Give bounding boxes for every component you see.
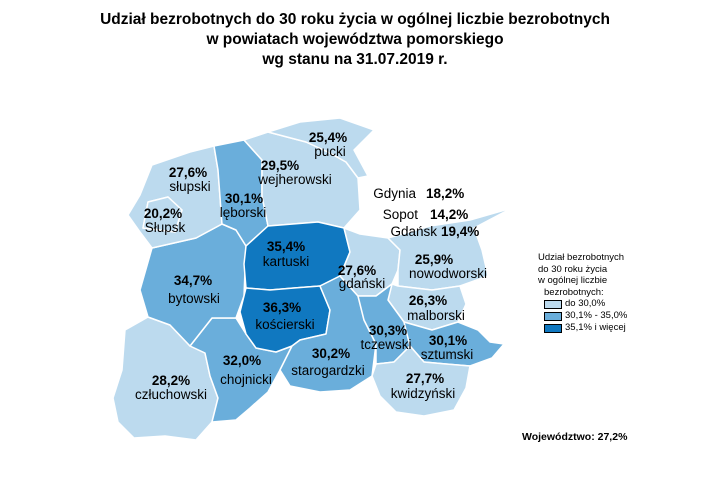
label-leborski-name: lęborski: [220, 205, 267, 220]
label-starogardzki-name: starogardzki: [291, 363, 365, 378]
legend-swatch-high: [544, 323, 562, 333]
label-czluchowski-value: 28,2%: [152, 373, 190, 388]
label-koscierski-value: 36,3%: [263, 300, 301, 315]
label-slupski-name: słupski: [169, 179, 210, 194]
legend-title-line-3: w ogólnej liczbie: [538, 275, 608, 286]
legend-label-mid: 30,1% - 35,0%: [565, 310, 628, 322]
label-starogardzki-value: 30,2%: [312, 346, 350, 361]
label-malborski-name: malborski: [407, 308, 465, 323]
label-slupski-value: 27,6%: [169, 165, 207, 180]
district-chojnicki[interactable]: [189, 317, 293, 423]
label-pucki-name: pucki: [314, 144, 346, 159]
label-bytowski-value: 34,7%: [174, 273, 212, 288]
city-labels: Gdynia 18,2% Sopot 14,2% Gdańsk 19,4%: [373, 186, 479, 239]
label-nowodworski-name: nowodworski: [409, 266, 487, 281]
label-gdanski-value: 27,6%: [338, 263, 376, 278]
label-pucki-value: 25,4%: [309, 130, 347, 145]
label-chojnicki-value: 32,0%: [223, 353, 261, 368]
label-leborski-value: 30,1%: [225, 191, 263, 206]
legend-swatch-low: [544, 299, 562, 309]
label-sztumski-value: 30,1%: [429, 333, 467, 348]
legend-title-line-2: do 30 roku życia: [538, 263, 608, 275]
legend-item-low: do 30,0%: [544, 298, 627, 310]
map-title: Udział bezrobotnych do 30 roku życia w o…: [0, 10, 710, 70]
legend-item-mid: 30,1% - 35,0%: [544, 310, 627, 322]
district-slupsk[interactable]: [142, 196, 183, 233]
label-nowodworski-value: 25,9%: [415, 252, 453, 267]
label-wejherowski-value: 29,5%: [261, 158, 299, 173]
district-nowodworski[interactable]: [387, 207, 513, 291]
title-line-1: Udział bezrobotnych do 30 roku życia w o…: [100, 11, 610, 28]
legend: Udział bezrobotnych do 30 roku życia w o…: [538, 252, 627, 334]
label-bytowski-name: bytowski: [168, 291, 220, 306]
label-wejherowski-name: wejherowski: [257, 172, 332, 187]
title-line-2: w powiatach województwa pomorskiego: [206, 31, 504, 48]
city-sopot-value: 14,2%: [430, 207, 468, 222]
legend-item-high: 35,1% i więcej: [544, 322, 627, 334]
legend-label-low: do 30,0%: [565, 298, 606, 310]
title-line-3: wg stanu na 31.07.2019 r.: [262, 51, 448, 68]
legend-label-high: 35,1% i więcej: [565, 322, 626, 334]
legend-title-line-1: Udział bezrobotnych: [538, 252, 625, 263]
label-gdanski-name: gdański: [339, 276, 386, 291]
label-tczewski-name: tczewski: [360, 337, 411, 352]
legend-title-line-4: bezrobotnych:: [544, 286, 604, 298]
label-slupsk-name: Słupsk: [145, 220, 186, 235]
city-gdynia-name: Gdynia: [373, 186, 416, 201]
legend-swatch-mid: [544, 311, 562, 321]
city-gdynia-value: 18,2%: [426, 186, 464, 201]
district-kwidzynski[interactable]: [371, 345, 471, 417]
label-koscierski-name: kościerski: [255, 317, 314, 332]
label-slupsk-value: 20,2%: [144, 206, 182, 221]
label-kwidzynski-name: kwidzyński: [391, 386, 456, 401]
label-malborski-value: 26,3%: [409, 293, 447, 308]
label-sztumski-name: sztumski: [421, 347, 474, 362]
city-sopot-name: Sopot: [383, 207, 419, 222]
district-pucki[interactable]: [267, 117, 375, 179]
label-czluchowski-name: człuchowski: [135, 387, 207, 402]
label-tczewski-value: 30,3%: [369, 323, 407, 338]
label-kartuski-name: kartuski: [263, 254, 310, 269]
label-chojnicki-name: chojnicki: [220, 372, 272, 387]
label-kwidzynski-value: 27,7%: [406, 371, 444, 386]
district-labels: 25,4% pucki 29,5% wejherowski 27,6% słup…: [135, 130, 487, 402]
city-gdansk-name: Gdańsk: [390, 224, 437, 239]
label-kartuski-value: 35,4%: [267, 239, 305, 254]
voivodeship-total: Województwo: 27,2%: [522, 431, 628, 443]
city-gdansk-value: 19,4%: [441, 224, 479, 239]
